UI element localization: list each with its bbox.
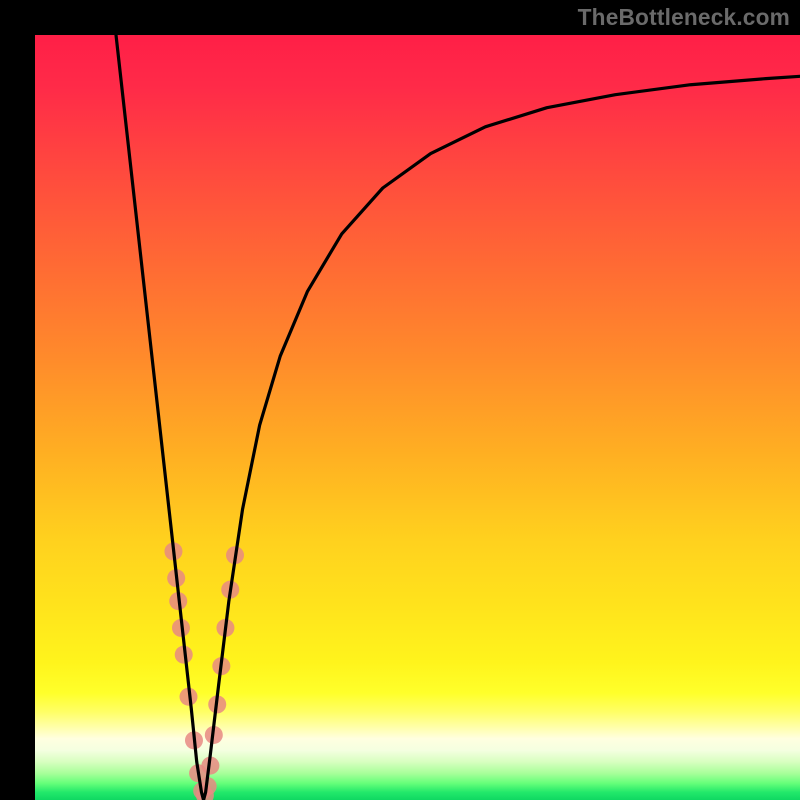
- watermark-label: TheBottleneck.com: [578, 4, 790, 31]
- bottleneck-chart: [0, 0, 800, 800]
- chart-background: [35, 35, 800, 800]
- chart-frame: TheBottleneck.com: [0, 0, 800, 800]
